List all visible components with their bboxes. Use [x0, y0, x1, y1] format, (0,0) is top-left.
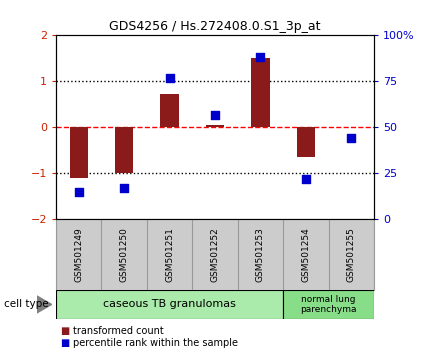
Bar	[252, 58, 270, 127]
Text: caseous TB granulomas: caseous TB granulomas	[103, 299, 236, 309]
Point	[212, 112, 218, 118]
Text: percentile rank within the sample: percentile rank within the sample	[73, 338, 238, 348]
Bar	[160, 94, 178, 127]
Polygon shape	[37, 296, 52, 313]
Point	[166, 75, 173, 81]
Point	[121, 185, 128, 191]
Point	[302, 176, 309, 182]
Bar	[297, 127, 315, 157]
Title: GDS4256 / Hs.272408.0.S1_3p_at: GDS4256 / Hs.272408.0.S1_3p_at	[109, 20, 321, 33]
Text: GSM501253: GSM501253	[256, 227, 265, 282]
Bar	[115, 127, 133, 173]
Text: GSM501251: GSM501251	[165, 227, 174, 282]
Point	[75, 189, 82, 195]
Text: GSM501249: GSM501249	[74, 228, 83, 282]
Point	[257, 55, 264, 60]
Bar	[56, 290, 283, 319]
Text: GSM501250: GSM501250	[120, 227, 129, 282]
Bar	[342, 126, 360, 127]
Point	[348, 136, 355, 141]
Text: ■: ■	[60, 326, 70, 336]
Text: cell type: cell type	[4, 299, 49, 309]
Bar	[206, 125, 224, 127]
Text: transformed count: transformed count	[73, 326, 164, 336]
Text: GSM501254: GSM501254	[301, 228, 310, 282]
Text: ■: ■	[60, 338, 70, 348]
Text: normal lung
parenchyma: normal lung parenchyma	[301, 295, 357, 314]
Bar	[70, 127, 88, 178]
Bar	[283, 290, 374, 319]
Text: GSM501252: GSM501252	[211, 228, 219, 282]
Text: GSM501255: GSM501255	[347, 227, 356, 282]
